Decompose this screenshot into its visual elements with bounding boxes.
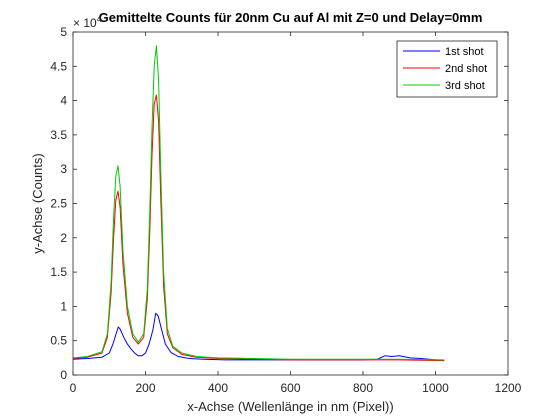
y-axis-label: y-Achse (Counts)	[30, 153, 45, 253]
legend-label-3: 3rd shot	[445, 80, 485, 92]
y-tick-label: 1	[60, 299, 67, 313]
legend-box	[396, 40, 498, 98]
x-tick-label: 800	[353, 381, 373, 395]
x-tick-label: 1000	[422, 381, 449, 395]
series-line-2	[72, 94, 445, 362]
y-tick-label: 3	[60, 162, 67, 176]
legend-items: 1st shot 2nd shot 3rd shot	[403, 46, 487, 92]
axis-ticks: 0 200 400 600 800 1000 1200 0 0.5 1 1.5 2 2.5 3 3.5 4 4.…	[50, 25, 521, 395]
series-line-1	[72, 312, 445, 362]
y-tick-label: 3.5	[50, 128, 67, 142]
y-tick-label: 4.5	[50, 59, 67, 73]
legend: 1st shot 2nd shot 3rd shot	[396, 40, 498, 98]
legend-label-2: 2nd shot	[445, 63, 487, 75]
legend-label-1: 1st shot	[445, 46, 484, 58]
y-tick-label: 0	[60, 368, 67, 382]
y-tick-label: 2	[60, 231, 67, 245]
x-tick-label: 200	[135, 381, 155, 395]
x-axis-label: x-Achse (Wellenlänge in nm (Pixel))	[187, 399, 393, 414]
chart-title: Gemittelte Counts für 20nm Cu auf Al mit…	[99, 10, 483, 25]
y-exponent: × 104	[73, 14, 102, 30]
y-exponent-base: × 10	[73, 16, 97, 30]
y-tick-label: 4	[60, 94, 67, 108]
x-tick-label: 600	[280, 381, 300, 395]
x-tick-label: 0	[70, 381, 77, 395]
y-tick-label: 1.5	[50, 265, 67, 279]
x-tick-label: 1200	[495, 381, 522, 395]
series-lines	[72, 45, 445, 362]
y-exponent-power: 4	[97, 14, 102, 24]
y-tick-label: 0.5	[50, 334, 67, 348]
y-tick-label: 2.5	[50, 197, 67, 211]
x-tick-label: 400	[208, 381, 228, 395]
y-tick-label: 5	[60, 25, 67, 39]
series-line-3	[72, 45, 445, 361]
